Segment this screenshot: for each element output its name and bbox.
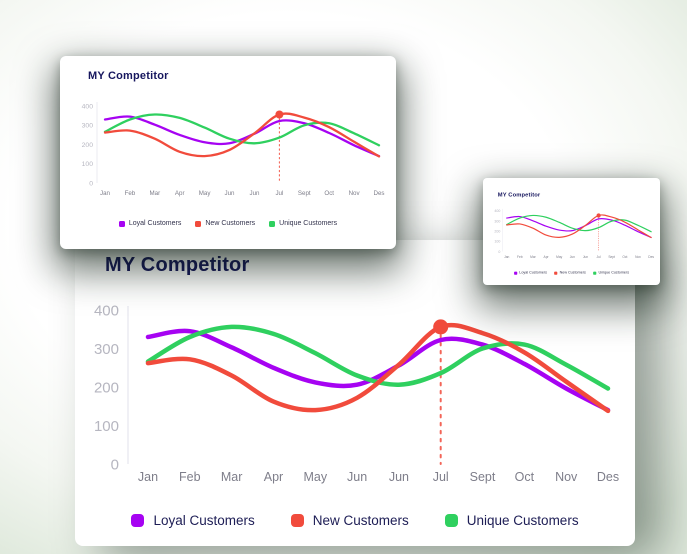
legend-item-new-customers[interactable]: New Customers xyxy=(195,220,255,227)
svg-text:Jun: Jun xyxy=(225,190,236,197)
svg-text:Jan: Jan xyxy=(504,255,509,259)
new-customers-swatch xyxy=(290,514,304,527)
svg-text:Mar: Mar xyxy=(149,190,160,197)
loyal-customers-swatch xyxy=(118,220,125,227)
svg-text:Sept: Sept xyxy=(608,255,615,259)
loyal-customers-swatch xyxy=(514,271,518,275)
svg-text:Sept: Sept xyxy=(470,470,496,484)
competitor-card-medium: MY Competitor 0 100 200 300 400 Jan Feb Mar Apr M… xyxy=(60,56,396,249)
svg-text:Jun: Jun xyxy=(250,190,261,197)
svg-text:Nov: Nov xyxy=(555,470,578,484)
svg-text:Nov: Nov xyxy=(635,255,641,259)
svg-text:Mar: Mar xyxy=(221,470,243,484)
legend-label: Unique Customers xyxy=(279,220,338,227)
svg-text:Jun: Jun xyxy=(583,255,588,259)
svg-text:200: 200 xyxy=(82,142,94,149)
legend-item-new-customers[interactable]: New Customers xyxy=(554,271,586,275)
svg-text:300: 300 xyxy=(82,123,94,130)
card-content: MY Competitor 0 100 200 300 400 Jan Feb Mar Apr M… xyxy=(60,70,396,263)
svg-text:300: 300 xyxy=(494,219,500,223)
svg-text:0: 0 xyxy=(89,180,93,187)
legend-item-unique-customers[interactable]: Unique Customers xyxy=(444,513,579,528)
competitor-line-chart-small[interactable]: 0 100 200 300 400 Jan Feb Mar Apr May Jun Jun Jul Sep… xyxy=(483,203,660,266)
svg-text:0: 0 xyxy=(498,250,500,254)
svg-text:0: 0 xyxy=(111,456,119,473)
svg-text:Des: Des xyxy=(597,470,619,484)
svg-text:Jun: Jun xyxy=(389,470,409,484)
svg-text:400: 400 xyxy=(494,209,500,213)
svg-text:100: 100 xyxy=(94,418,119,435)
chart-legend: Loyal Customers New Customers Unique Cus… xyxy=(75,513,635,528)
legend-label: New Customers xyxy=(312,513,409,528)
card-content: MY Competitor 0 100 200 300 400 Jan Feb Mar Apr M… xyxy=(483,192,660,285)
svg-text:Apr: Apr xyxy=(175,190,185,197)
chart-legend: Loyal Customers New Customers Unique Cus… xyxy=(60,220,396,227)
svg-text:Feb: Feb xyxy=(179,470,201,484)
svg-text:Jan: Jan xyxy=(138,470,158,484)
svg-text:Nov: Nov xyxy=(349,190,361,197)
svg-text:Apr: Apr xyxy=(544,255,550,259)
svg-text:100: 100 xyxy=(82,161,94,168)
legend-label: Unique Customers xyxy=(598,271,630,275)
svg-text:Feb: Feb xyxy=(517,255,523,259)
svg-text:Jul: Jul xyxy=(597,255,601,259)
svg-text:Apr: Apr xyxy=(264,470,283,484)
svg-text:May: May xyxy=(199,190,212,197)
svg-text:300: 300 xyxy=(94,341,119,358)
svg-text:Des: Des xyxy=(648,255,654,259)
legend-item-loyal-customers[interactable]: Loyal Customers xyxy=(118,220,182,227)
svg-text:Mar: Mar xyxy=(530,255,537,259)
legend-label: Loyal Customers xyxy=(519,271,547,275)
svg-text:400: 400 xyxy=(82,103,94,110)
svg-text:100: 100 xyxy=(494,240,500,244)
legend-label: Loyal Customers xyxy=(153,513,255,528)
unique-customers-swatch xyxy=(593,271,597,275)
unique-customers-swatch xyxy=(269,220,276,227)
loyal-customers-swatch xyxy=(131,514,145,527)
main-chart-title: MY Competitor xyxy=(105,254,250,276)
legend-item-new-customers[interactable]: New Customers xyxy=(290,513,409,528)
main-chart-card: MY Competitor 0 100 200 300 400 Jan Feb Mar Apr M… xyxy=(75,240,635,546)
legend-label: New Customers xyxy=(205,220,256,227)
new-customers-swatch xyxy=(195,220,202,227)
unique-customers-swatch xyxy=(444,514,458,527)
svg-text:Oct: Oct xyxy=(515,470,535,484)
svg-text:May: May xyxy=(303,470,327,484)
svg-text:Jul: Jul xyxy=(275,190,283,197)
svg-text:Jun: Jun xyxy=(570,255,575,259)
svg-text:Jan: Jan xyxy=(100,190,111,197)
card-title: MY Competitor xyxy=(88,70,169,82)
legend-item-unique-customers[interactable]: Unique Customers xyxy=(593,271,629,275)
legend-item-loyal-customers[interactable]: Loyal Customers xyxy=(514,271,547,275)
svg-text:Des: Des xyxy=(373,190,384,197)
svg-text:Jul: Jul xyxy=(433,470,449,484)
legend-label: New Customers xyxy=(559,271,586,275)
svg-text:400: 400 xyxy=(94,302,119,319)
legend-item-unique-customers[interactable]: Unique Customers xyxy=(269,220,337,227)
card-title: MY Competitor xyxy=(497,192,541,199)
svg-text:Sept: Sept xyxy=(298,190,311,197)
svg-text:200: 200 xyxy=(94,379,119,396)
competitor-card-small: MY Competitor 0 100 200 300 400 Jan Feb Mar Apr M… xyxy=(483,178,660,285)
svg-text:Oct: Oct xyxy=(622,255,627,259)
svg-text:Oct: Oct xyxy=(324,190,334,197)
legend-label: Loyal Customers xyxy=(128,220,182,227)
legend-item-loyal-customers[interactable]: Loyal Customers xyxy=(131,513,255,528)
new-customers-swatch xyxy=(554,271,558,275)
svg-text:Feb: Feb xyxy=(125,190,136,197)
chart-legend: Loyal Customers New Customers Unique Cus… xyxy=(483,271,660,275)
svg-text:May: May xyxy=(556,255,563,259)
svg-text:Jun: Jun xyxy=(347,470,367,484)
legend-label: Unique Customers xyxy=(466,513,579,528)
competitor-line-chart-medium[interactable]: 0 100 200 300 400 Jan Feb Mar Apr May Jun Jun Jul Sep… xyxy=(60,90,396,210)
svg-text:200: 200 xyxy=(494,230,500,234)
competitor-line-chart-large[interactable]: 0 100 200 300 400 Jan Feb Mar Apr May Jun Jun Jul Sep… xyxy=(75,293,635,493)
